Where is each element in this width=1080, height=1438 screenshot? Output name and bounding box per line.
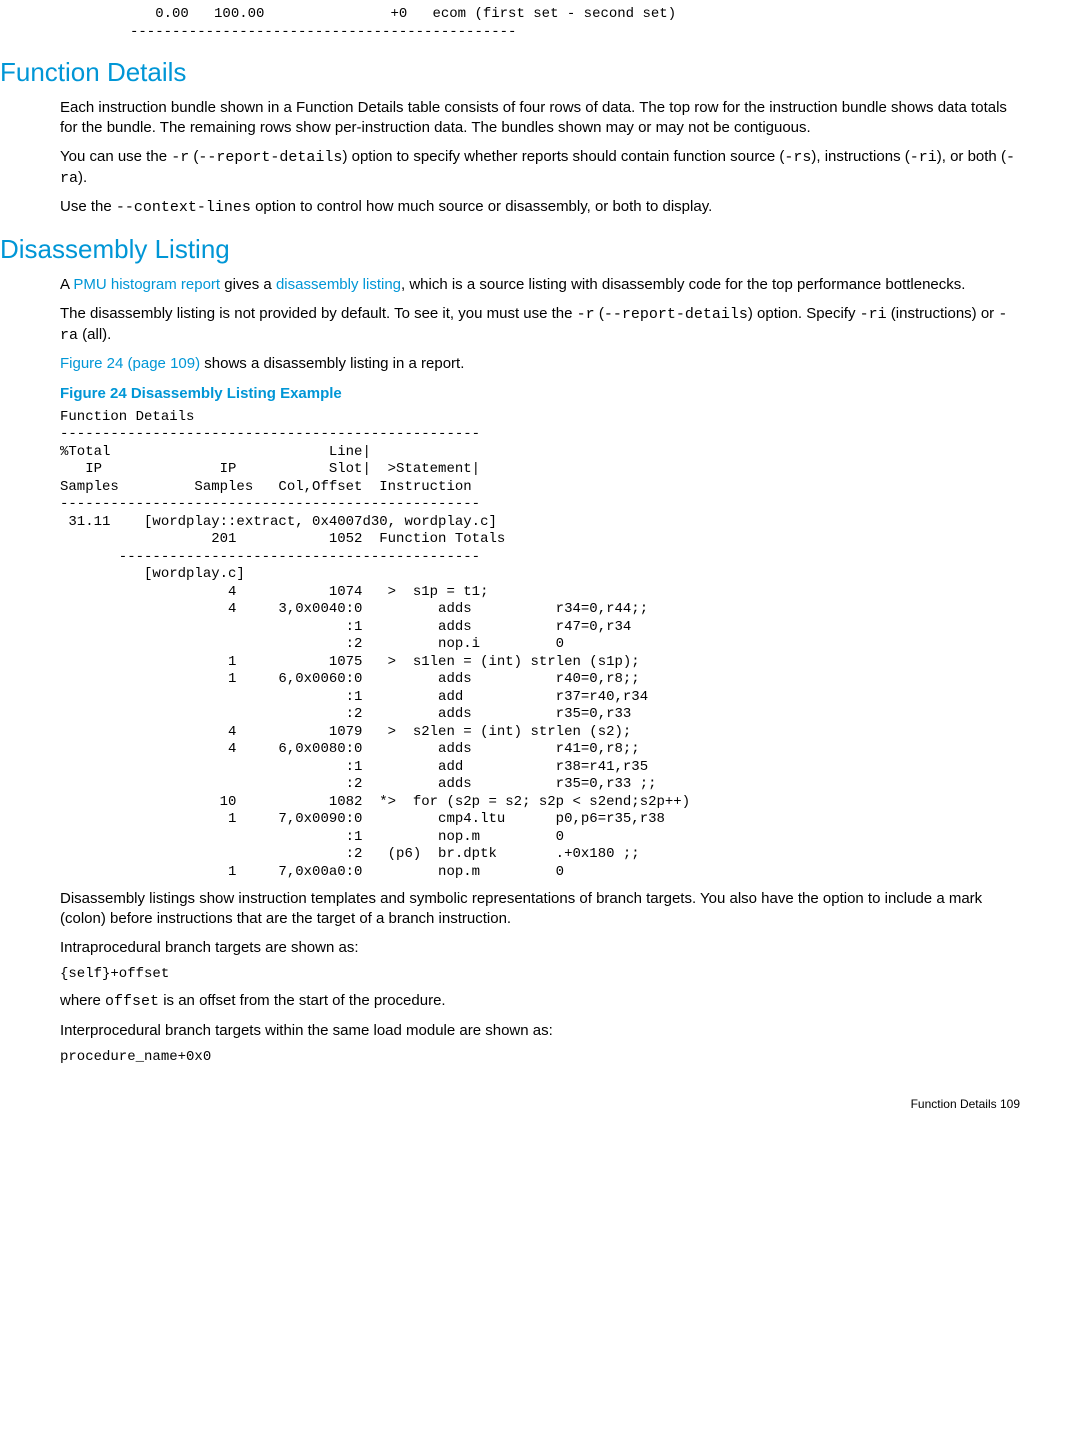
code-r-2: -r bbox=[577, 306, 595, 323]
link-figure-24[interactable]: Figure 24 (page 109) bbox=[60, 355, 200, 372]
text: option to control how much source or dis… bbox=[251, 198, 712, 215]
fd-para-3: Use the --context-lines option to contro… bbox=[60, 197, 1020, 218]
text: is an offset from the start of the proce… bbox=[159, 992, 446, 1009]
code-rs: -rs bbox=[784, 149, 811, 166]
text: A bbox=[60, 276, 73, 293]
after-para-3: where offset is an offset from the start… bbox=[60, 991, 1020, 1012]
figure-24-listing: Function Details -----------------------… bbox=[60, 409, 1020, 882]
top-code-block: 0.00 100.00 +0 ecom (first set - second … bbox=[130, 6, 1020, 41]
code-report-details-2: --report-details bbox=[604, 306, 748, 323]
link-disassembly-listing[interactable]: disassembly listing bbox=[276, 276, 401, 293]
dl-para-2: The disassembly listing is not provided … bbox=[60, 304, 1020, 347]
after-para-4: Interprocedural branch targets within th… bbox=[60, 1021, 1020, 1041]
section-function-details-body: Each instruction bundle shown in a Funct… bbox=[60, 98, 1020, 218]
code-r: -r bbox=[171, 149, 189, 166]
dl-para-3: Figure 24 (page 109) shows a disassembly… bbox=[60, 354, 1020, 374]
figure-24-caption: Figure 24 Disassembly Listing Example bbox=[60, 384, 1020, 404]
code-self-offset: {self}+offset bbox=[60, 966, 1020, 984]
text: gives a bbox=[220, 276, 276, 293]
dl-para-1: A PMU histogram report gives a disassemb… bbox=[60, 275, 1020, 295]
code-offset: offset bbox=[105, 993, 159, 1010]
text: where bbox=[60, 992, 105, 1009]
text: The disassembly listing is not provided … bbox=[60, 305, 577, 322]
code-procedure-name: procedure_name+0x0 bbox=[60, 1049, 1020, 1067]
code-report-details: --report-details bbox=[198, 149, 342, 166]
text: ) option. Specify bbox=[748, 305, 860, 322]
text: Use the bbox=[60, 198, 116, 215]
text: , which is a source listing with disasse… bbox=[401, 276, 965, 293]
section-disassembly-body: A PMU histogram report gives a disassemb… bbox=[60, 275, 1020, 1066]
code-context-lines: --context-lines bbox=[116, 199, 251, 216]
section-disassembly-title: Disassembly Listing bbox=[0, 232, 1020, 267]
text: shows a disassembly listing in a report. bbox=[200, 355, 464, 372]
page-footer: Function Details 109 bbox=[60, 1096, 1020, 1112]
section-function-details-title: Function Details bbox=[0, 55, 1020, 90]
text: (all). bbox=[78, 326, 111, 343]
code-ri: -ri bbox=[910, 149, 937, 166]
fd-para-1: Each instruction bundle shown in a Funct… bbox=[60, 98, 1020, 139]
text: ), instructions ( bbox=[811, 148, 909, 165]
fd-para-2: You can use the -r (--report-details) op… bbox=[60, 147, 1020, 190]
code-ri-2: -ri bbox=[860, 306, 887, 323]
link-pmu-histogram[interactable]: PMU histogram report bbox=[73, 276, 220, 293]
text: ( bbox=[595, 305, 604, 322]
text: ). bbox=[78, 169, 87, 186]
text: ), or both ( bbox=[937, 148, 1006, 165]
after-para-2: Intraprocedural branch targets are shown… bbox=[60, 938, 1020, 958]
after-para-1: Disassembly listings show instruction te… bbox=[60, 889, 1020, 930]
text: ) option to specify whether reports shou… bbox=[342, 148, 784, 165]
text: (instructions) or bbox=[887, 305, 999, 322]
text: You can use the bbox=[60, 148, 171, 165]
